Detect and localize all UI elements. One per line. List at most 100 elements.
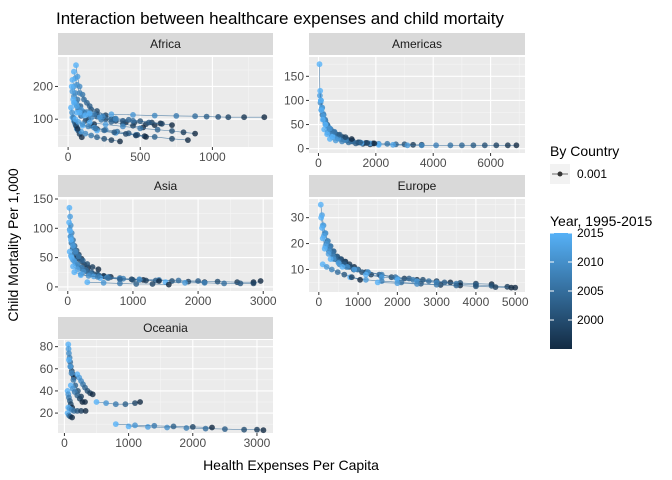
data-point <box>156 278 162 284</box>
data-point <box>67 228 73 235</box>
x-axis-label: Health Expenses Per Capita <box>203 457 379 473</box>
data-point <box>77 271 84 277</box>
data-point <box>473 283 479 290</box>
data-point <box>143 134 149 140</box>
legend-colorbar <box>550 233 572 349</box>
data-point <box>67 213 73 220</box>
data-point <box>334 269 341 275</box>
data-point <box>418 142 425 149</box>
y-tick-label: 40 <box>40 384 54 398</box>
data-point <box>164 424 171 431</box>
data-point <box>66 204 73 211</box>
data-point <box>111 129 118 136</box>
data-point <box>363 276 369 283</box>
data-point <box>195 278 202 284</box>
data-point <box>335 260 342 266</box>
data-point <box>71 269 78 276</box>
data-point <box>319 116 326 123</box>
data-point <box>433 142 439 149</box>
colorbar-tick-label: 2000 <box>577 313 604 327</box>
data-point <box>117 280 123 287</box>
data-point <box>169 122 175 128</box>
data-point <box>351 266 358 273</box>
data-point <box>84 279 91 286</box>
panel-asia: Asia 0 1000 2000 3000 0 50 100 150 <box>33 175 277 308</box>
x-tick-label: 0 <box>315 156 322 170</box>
data-point <box>73 103 80 109</box>
facet-strip <box>58 175 273 197</box>
colorbar-tick-label: 2015 <box>577 226 604 240</box>
y-tick-label: 150 <box>284 69 304 83</box>
data-point <box>100 279 107 286</box>
data-point <box>237 280 244 287</box>
data-point <box>222 426 228 432</box>
data-point <box>74 126 81 132</box>
data-point <box>225 114 232 121</box>
data-point <box>513 142 520 149</box>
y-tick-label: 20 <box>40 406 54 420</box>
data-point <box>82 408 89 414</box>
y-tick-label: 0 <box>297 142 304 156</box>
x-tick-label: 0 <box>65 150 72 164</box>
data-point <box>76 109 83 116</box>
facet-strip <box>309 33 525 55</box>
data-point <box>66 357 72 363</box>
data-point <box>241 114 248 121</box>
data-point <box>201 279 208 286</box>
data-point <box>96 114 103 121</box>
y-tick-label: 150 <box>33 192 53 206</box>
data-point <box>125 423 132 430</box>
legend-colorbar-ticks: 2000 2005 2010 2015 <box>550 226 604 327</box>
data-point <box>94 274 101 280</box>
data-point <box>453 282 460 289</box>
y-tick-label: 0 <box>46 280 53 294</box>
data-point <box>136 276 143 283</box>
x-tick-label: 1000 <box>199 150 226 164</box>
data-point <box>70 377 77 383</box>
data-point <box>374 279 381 286</box>
data-point <box>132 422 138 429</box>
data-point <box>71 68 77 75</box>
data-point <box>85 272 92 279</box>
panel-background <box>58 57 273 147</box>
data-point <box>257 278 264 284</box>
data-point <box>75 118 82 125</box>
data-point <box>404 142 411 149</box>
data-point <box>151 134 158 140</box>
x-tick-label: 1000 <box>120 294 147 308</box>
data-point <box>215 114 222 120</box>
data-point <box>78 408 84 414</box>
data-point <box>130 277 136 283</box>
facet-label: Asia <box>154 179 178 193</box>
data-point <box>492 284 499 290</box>
data-point <box>130 117 136 124</box>
data-point <box>133 132 139 139</box>
data-point <box>323 264 330 270</box>
data-point <box>105 275 112 281</box>
data-point <box>322 121 329 128</box>
data-point <box>241 426 248 433</box>
data-point <box>92 125 99 132</box>
facet-label: Americas <box>392 37 442 51</box>
data-point <box>85 123 92 130</box>
data-point <box>209 424 215 431</box>
data-point <box>348 136 355 142</box>
data-point <box>192 113 199 120</box>
colorbar-tick-label: 2010 <box>577 255 604 269</box>
data-point <box>261 114 268 121</box>
data-point <box>384 140 391 147</box>
legend-size-title: By Country <box>550 143 619 159</box>
data-point <box>175 277 182 284</box>
y-tick-label: 60 <box>40 362 54 376</box>
data-point <box>112 421 119 427</box>
data-point <box>348 274 355 281</box>
x-tick-label: 3000 <box>423 295 450 309</box>
data-point <box>101 127 108 134</box>
y-tick-label: 200 <box>33 79 53 93</box>
data-point <box>447 142 454 149</box>
y-axis-label: Child Mortality Per 1,000 <box>5 168 21 322</box>
facet-strip <box>58 33 273 55</box>
data-point <box>170 423 177 430</box>
x-tick-label: 500 <box>130 150 150 164</box>
data-point <box>329 133 336 140</box>
